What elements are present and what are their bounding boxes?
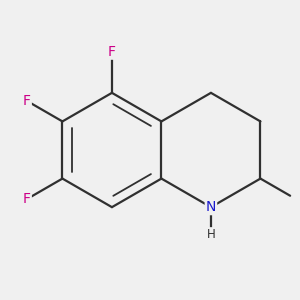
Text: N: N <box>206 200 216 214</box>
Text: F: F <box>23 94 31 108</box>
Text: H: H <box>207 228 215 241</box>
Text: F: F <box>108 45 116 59</box>
Text: F: F <box>23 192 31 206</box>
